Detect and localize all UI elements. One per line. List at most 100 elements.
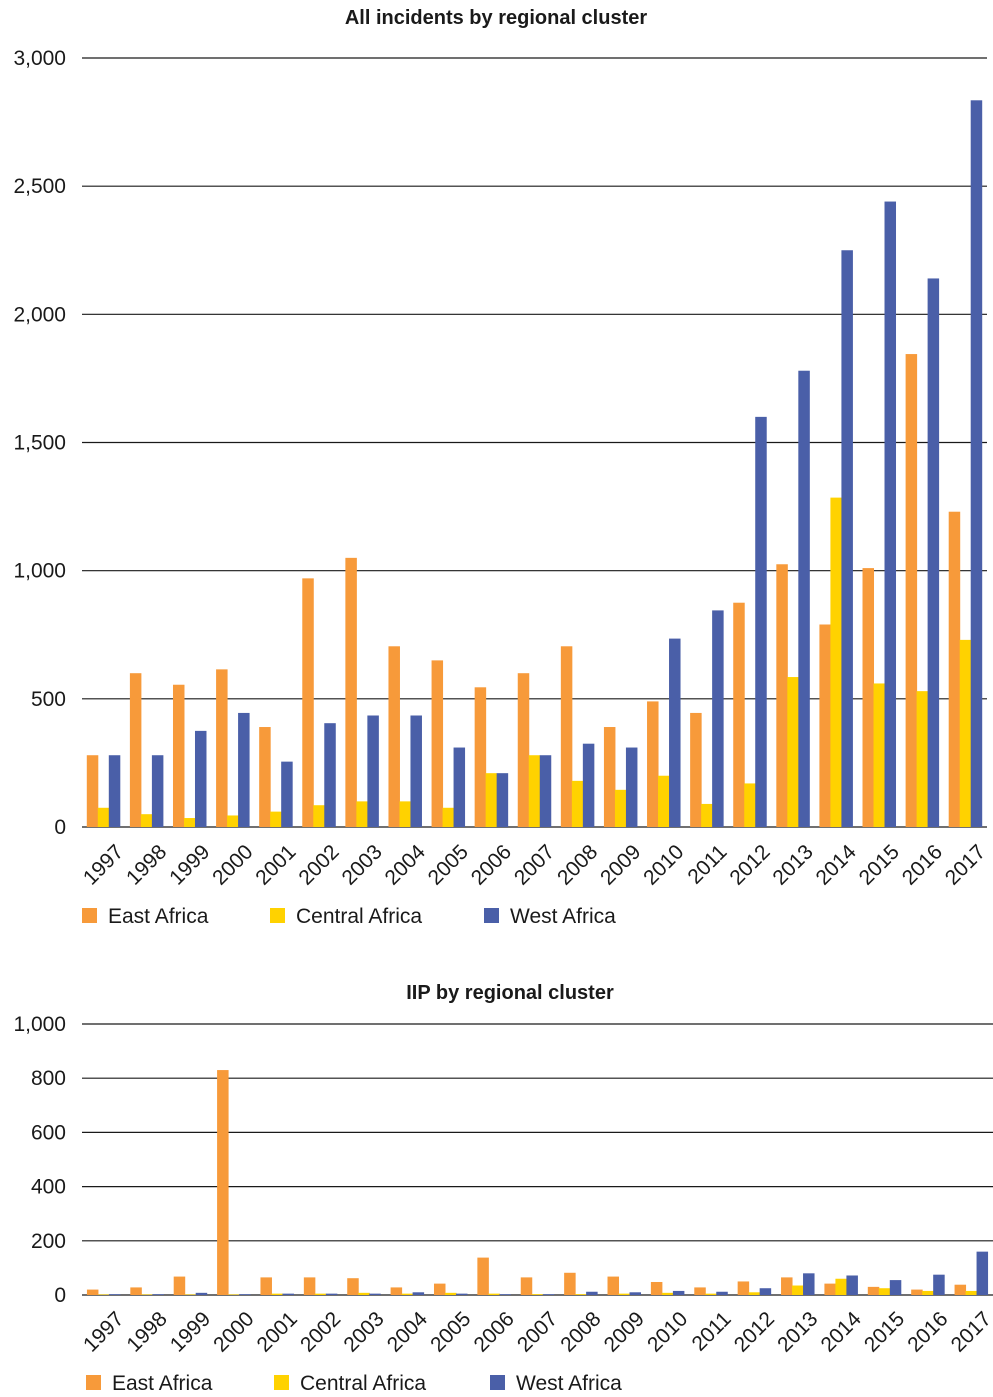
bar-west-1999	[195, 1292, 208, 1295]
bar-central-2001	[270, 811, 282, 827]
legend-swatch-west	[484, 908, 499, 923]
x-tick-label: 2004	[383, 1307, 433, 1357]
bar-west-1997	[108, 1294, 121, 1295]
bar-central-2012	[748, 1292, 761, 1295]
x-tick-label: 2001	[251, 840, 300, 889]
bar-east-1999	[173, 1276, 186, 1295]
bar-central-2000	[228, 1294, 240, 1295]
bar-west-2009	[625, 747, 638, 827]
bar-east-2017	[948, 511, 961, 827]
bar-east-2001	[260, 1277, 272, 1295]
bar-central-2008	[575, 1294, 587, 1295]
bar-east-2009	[607, 1276, 620, 1295]
bar-west-2013	[798, 370, 810, 827]
bar-west-2014	[841, 250, 853, 827]
bar-west-2007	[539, 755, 552, 827]
bar-west-2010	[672, 1290, 685, 1295]
bar-west-2017	[970, 100, 983, 828]
bar-central-1999	[183, 818, 196, 827]
bar-east-2011	[690, 712, 702, 827]
bar-central-2004	[401, 1293, 414, 1295]
bar-east-1999	[172, 684, 185, 827]
bar-east-2015	[862, 568, 875, 827]
legend-label-east: East Africa	[108, 905, 209, 928]
x-tick-label: 2010	[643, 1307, 692, 1356]
legend-swatch-east	[86, 1375, 101, 1390]
bar-east-2005	[431, 660, 444, 827]
bar-central-2009	[614, 789, 627, 827]
bar-west-2002	[325, 1293, 338, 1295]
bar-west-1998	[152, 1294, 164, 1295]
x-tick-label: 2006	[467, 840, 516, 889]
bar-east-2013	[776, 564, 788, 827]
bar-central-2002	[313, 805, 325, 827]
y-tick-label: 500	[31, 688, 66, 711]
bar-central-2011	[705, 1293, 717, 1295]
bar-central-2005	[442, 807, 455, 827]
bar-east-2002	[303, 1277, 316, 1295]
bar-central-2009	[618, 1293, 631, 1295]
x-tick-label: 2004	[381, 840, 431, 890]
bar-west-2005	[455, 1293, 468, 1295]
bar-east-2008	[564, 1272, 576, 1295]
bar-east-2013	[781, 1277, 793, 1295]
legend-label-west: West Africa	[510, 905, 616, 928]
y-tick-label: 2,000	[13, 303, 66, 326]
all-incidents-chart-svg: All incidents by regional cluster 0 500 1,…	[13, 7, 990, 928]
x-tick-label: 2011	[687, 1307, 735, 1355]
bar-central-2012	[744, 783, 756, 827]
bar-east-1998	[129, 673, 142, 827]
bar-west-2008	[586, 1291, 598, 1295]
bar-east-2000	[216, 669, 228, 827]
x-tick-label: 2006	[469, 1307, 518, 1356]
bar-east-2010	[650, 1281, 663, 1295]
bar-east-2004	[390, 1287, 403, 1295]
bar-west-2002	[324, 723, 336, 827]
y-tick-label: 0	[54, 816, 66, 839]
bar-west-1998	[151, 755, 164, 827]
bar-west-1999	[194, 730, 207, 827]
x-tick-label: 2002	[296, 1307, 345, 1356]
y-tick-label: 2,500	[13, 175, 66, 198]
y-tick-label: 1,000	[13, 560, 66, 583]
bar-central-2016	[922, 1290, 934, 1295]
x-tick-label: 2005	[424, 840, 473, 889]
legend-label-central: Central Africa	[300, 1372, 426, 1395]
bar-east-2003	[345, 557, 357, 827]
x-tick-label: 2011	[683, 840, 731, 888]
bar-west-2006	[499, 1294, 511, 1295]
bar-central-2013	[792, 1285, 804, 1295]
bar-central-2014	[830, 497, 842, 827]
x-tick-label: 2017	[947, 1307, 993, 1356]
chart-title: IIP by regional cluster	[406, 982, 614, 1004]
x-tick-label: 2009	[596, 840, 645, 889]
bar-central-2017	[965, 1290, 978, 1295]
bar-central-2013	[787, 677, 799, 827]
x-tick-label: 2015	[860, 1307, 909, 1356]
bar-central-2008	[571, 780, 584, 827]
bar-east-2006	[477, 1257, 489, 1295]
x-tick-label: 2001	[253, 1307, 302, 1356]
bar-west-2008	[582, 743, 595, 827]
bar-central-2016	[916, 691, 929, 827]
bar-west-2006	[496, 773, 509, 827]
bar-east-2000	[217, 1070, 229, 1295]
x-tick-label: 2007	[513, 1307, 562, 1356]
bar-west-2010	[669, 638, 681, 827]
bar-west-2000	[238, 712, 250, 827]
bar-central-1998	[141, 1294, 153, 1295]
bar-east-2016	[911, 1289, 923, 1295]
x-tick-label: 2016	[898, 840, 947, 889]
bar-central-1997	[97, 1294, 110, 1295]
y-tick-label: 600	[31, 1121, 66, 1144]
x-tick-label: 2008	[553, 840, 602, 889]
bar-west-2016	[933, 1274, 945, 1295]
bar-central-2015	[873, 683, 886, 827]
bar-east-2005	[433, 1283, 446, 1295]
bar-central-2017	[959, 639, 972, 827]
bar-west-2004	[412, 1292, 425, 1295]
bar-central-2003	[356, 801, 368, 827]
x-tick-label: 2014	[812, 840, 862, 890]
bar-west-2003	[369, 1293, 381, 1295]
legend-swatch-central	[274, 1375, 289, 1390]
